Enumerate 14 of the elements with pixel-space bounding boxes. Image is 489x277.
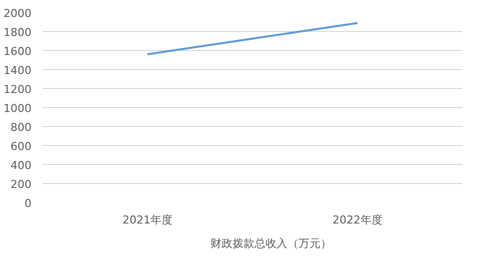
y-tick-label: 1400 (4, 64, 32, 77)
y-tick-label: 2000 (4, 7, 32, 20)
x-tick-label: 2022年度 (332, 214, 383, 226)
x-tick-label: 2021年度 (122, 214, 173, 226)
y-tick-label: 200 (10, 178, 32, 191)
y-tick-label: 400 (10, 159, 32, 172)
y-tick-label: 1600 (4, 45, 32, 58)
y-tick-label: 1800 (4, 26, 32, 39)
y-tick-label: 1200 (4, 83, 32, 96)
text: 财政拨款总收入（万元） (210, 236, 332, 250)
y-tick-label: 0 (24, 197, 32, 210)
y-tick-label: 600 (10, 140, 32, 153)
y-tick-label: 1000 (4, 102, 32, 115)
y-tick-label: 800 (10, 121, 32, 134)
